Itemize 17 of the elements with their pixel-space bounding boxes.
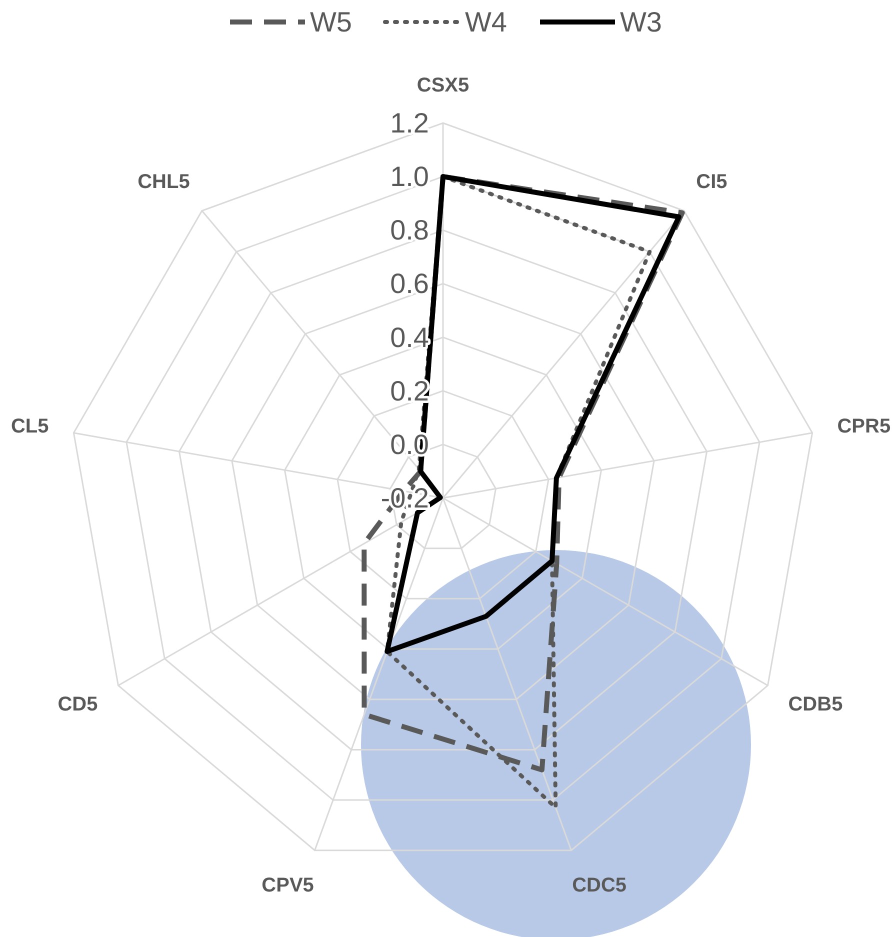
legend-label: W5 xyxy=(310,6,352,38)
spoke-label: CDB5 xyxy=(788,693,843,716)
y-tick-label: 0.8 xyxy=(390,214,429,246)
y-tick-label: 0.4 xyxy=(390,322,429,353)
spoke-label: CL5 xyxy=(10,415,49,438)
spoke-label: CD5 xyxy=(58,693,98,716)
y-tick-label: 1.0 xyxy=(390,161,429,192)
spoke-label: CI5 xyxy=(696,171,728,194)
spoke-label: CPR5 xyxy=(837,415,891,438)
spoke-label: CSX5 xyxy=(416,74,470,96)
spoke-label: CDC5 xyxy=(572,874,627,897)
spoke-label: CHL5 xyxy=(138,171,190,194)
y-tick-label: 0.6 xyxy=(390,268,429,300)
legend-label: W3 xyxy=(620,6,662,38)
legend-label: W4 xyxy=(465,6,507,38)
y-tick-label: 1.2 xyxy=(390,108,429,138)
spoke-label: CPV5 xyxy=(262,874,314,897)
